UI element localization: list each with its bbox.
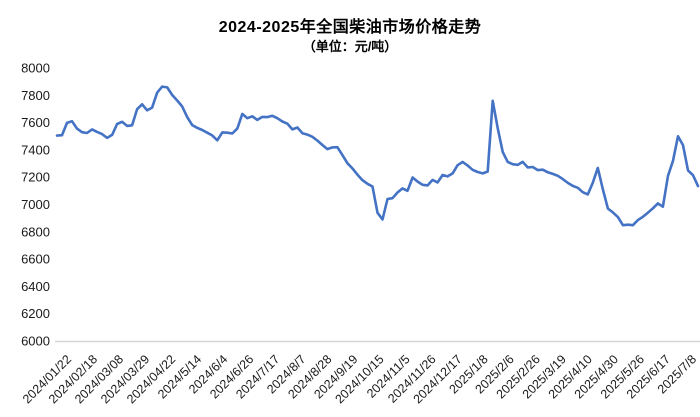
y-axis-tick-label: 6800 — [21, 224, 50, 239]
y-axis-tick-label: 6600 — [21, 252, 50, 267]
y-axis-tick-label: 7400 — [21, 142, 50, 157]
y-axis-tick-label: 6400 — [21, 279, 50, 294]
y-axis-tick-label: 8000 — [21, 61, 50, 76]
y-axis-tick-label: 7600 — [21, 115, 50, 130]
y-axis-tick-label: 7200 — [21, 170, 50, 185]
price-series-line — [55, 85, 700, 227]
y-axis-tick-label: 6000 — [21, 334, 50, 349]
y-axis-tick-label: 7000 — [21, 197, 50, 212]
y-axis-tick-label: 6200 — [21, 306, 50, 321]
chart-subtitle: （单位：元/吨） — [302, 39, 398, 54]
chart-title: 2024-2025年全国柴油市场价格走势 — [218, 19, 482, 36]
y-axis-tick-label: 7800 — [21, 88, 50, 103]
